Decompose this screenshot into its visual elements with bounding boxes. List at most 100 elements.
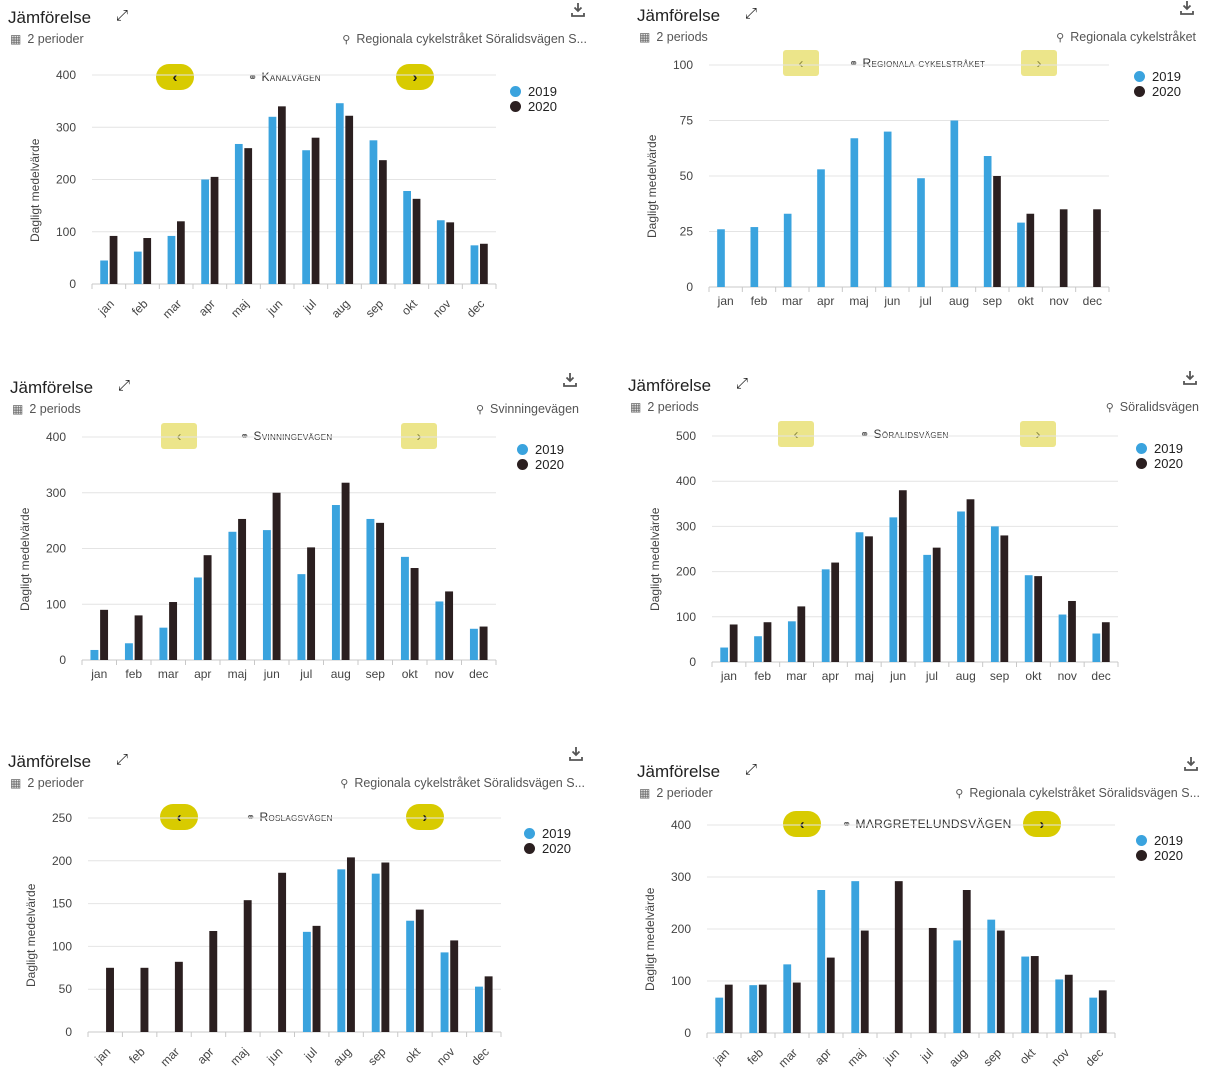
next-station-button[interactable]: › <box>1023 811 1061 837</box>
y-tick-label: 100 <box>671 974 691 988</box>
download-icon[interactable] <box>1183 370 1197 386</box>
next-station-button[interactable]: › <box>406 804 444 830</box>
x-tick-label: dec <box>1083 294 1102 308</box>
expand-icon[interactable]: ⤢ <box>745 5 758 22</box>
download-icon[interactable] <box>563 372 577 388</box>
legend-item[interactable]: 2020 <box>524 841 571 856</box>
location-filter[interactable]: ⚲ Svinningevägen <box>476 402 579 416</box>
prev-station-button[interactable]: ‹ <box>161 423 197 449</box>
download-icon[interactable] <box>569 746 583 762</box>
prev-station-button[interactable]: ‹ <box>783 50 819 76</box>
bar-2019-mar <box>783 213 792 287</box>
bar-2019-mar <box>167 235 176 284</box>
x-tick-label: jun <box>889 669 906 683</box>
legend-label: 2020 <box>1154 848 1183 863</box>
chart-panel: Jämförelse ⤢ ▦ 2 periods ⚲ Söralidsvägen ‹ › ⚭ Sö… <box>628 371 1205 686</box>
legend-item[interactable]: 2019 <box>1136 441 1183 456</box>
bar-2019-nov <box>436 220 445 284</box>
bar-2020-dec <box>1093 209 1101 287</box>
bar-2020-aug <box>962 890 971 1033</box>
bar-2019-okt <box>1017 222 1025 287</box>
next-station-button[interactable]: › <box>1020 421 1056 447</box>
bar-2020-apr <box>209 930 218 1032</box>
x-tick-label: jul <box>917 1046 936 1065</box>
panel-title: Jämförelse <box>637 762 721 781</box>
bar-2020-okt <box>412 198 421 284</box>
prev-station-button[interactable]: ‹ <box>783 811 821 837</box>
bar-2020-jun <box>898 490 907 662</box>
x-tick-label: sep <box>981 1045 1005 1069</box>
x-tick-label: sep <box>983 294 1003 308</box>
bar-2020-mar <box>797 606 806 662</box>
legend-item[interactable]: 2019 <box>1134 69 1181 84</box>
bar-2019-aug <box>950 120 959 287</box>
legend-item[interactable]: 2019 <box>1136 833 1183 848</box>
bar-2019-mar <box>783 964 792 1033</box>
bar-2020-nov <box>450 940 459 1032</box>
expand-icon[interactable]: ⤢ <box>736 375 749 392</box>
bar-2019-mar <box>787 621 796 662</box>
bar-2020-okt <box>1034 576 1043 662</box>
legend-item[interactable]: 2020 <box>1136 456 1183 471</box>
bar-chart: 0 100 200 300 400 jan feb mar apr maj jun jul aug sep… <box>56 68 497 321</box>
chart-panel: Jämförelse ⤢ ▦ 2 periods ⚲ Svinningevägen ‹ › ⚭ S… <box>10 373 585 688</box>
bar-chart: 0 100 200 300 400 500 jan feb mar apr maj jun jul aug… <box>676 429 1119 683</box>
x-tick-label: mar <box>158 1045 183 1070</box>
legend-label: 2019 <box>1152 69 1181 84</box>
legend-item[interactable]: 2020 <box>1134 84 1181 99</box>
legend-item[interactable]: 2019 <box>524 826 571 841</box>
x-tick-label: apr <box>812 1046 834 1068</box>
legend-item[interactable]: 2020 <box>517 457 564 472</box>
location-filter[interactable]: ⚲ Regionala cykelstråket <box>1056 30 1196 44</box>
legend-label: 2019 <box>1154 441 1183 456</box>
location-filter[interactable]: ⚲ Regionala cykelstråket Söralidsvägen S.… <box>955 786 1200 800</box>
bar-2019-apr <box>817 890 826 1033</box>
legend-item[interactable]: 2019 <box>517 442 564 457</box>
y-tick-label: 150 <box>52 897 72 911</box>
x-tick-label: dec <box>464 297 488 321</box>
chevron-right-icon: › <box>416 427 422 445</box>
location-filter[interactable]: ⚲ Regionala cykelstråket Söralidsvägen S.… <box>340 776 585 790</box>
x-tick-label: jan <box>95 297 117 319</box>
bar-2019-jan <box>100 260 108 284</box>
periods-text: 2 perioder <box>27 776 84 790</box>
expand-icon[interactable]: ⤢ <box>116 751 129 768</box>
location-filter[interactable]: ⚲ Söralidsvägen <box>1106 400 1199 414</box>
bar-2020-aug <box>345 115 354 284</box>
download-icon[interactable] <box>1180 0 1194 16</box>
bar-2020-sep <box>376 522 385 660</box>
calendar-icon: ▦ <box>639 30 651 44</box>
bar-2020-maj <box>243 900 252 1032</box>
station-label: Söralidsvägen <box>873 427 949 441</box>
legend-item[interactable]: 2020 <box>1136 848 1183 863</box>
bar-2019-aug <box>337 869 346 1032</box>
chevron-right-icon: › <box>1035 425 1041 443</box>
prev-station-button[interactable]: ‹ <box>156 64 194 90</box>
y-tick-label: 400 <box>46 430 66 444</box>
bar-2020-jun <box>278 106 286 284</box>
bar-2019-jan <box>90 649 99 660</box>
download-icon[interactable] <box>1184 756 1198 772</box>
next-station-button[interactable]: › <box>396 64 434 90</box>
bar-2019-apr <box>193 577 202 660</box>
legend-swatch <box>524 828 535 839</box>
bar-2019-nov <box>440 952 449 1032</box>
bar-2020-feb <box>758 984 767 1033</box>
location-filter[interactable]: ⚲ Regionala cykelstråket Söralidsvägen S.… <box>342 32 587 46</box>
legend: 2019 2020 <box>524 826 571 856</box>
x-tick-label: nov <box>1049 294 1068 308</box>
prev-station-button[interactable]: ‹ <box>778 421 814 447</box>
next-station-button[interactable]: › <box>1021 50 1057 76</box>
x-tick-label: jun <box>263 1045 285 1067</box>
legend-item[interactable]: 2019 <box>510 84 557 99</box>
expand-icon[interactable]: ⤢ <box>745 761 758 778</box>
legend-item[interactable]: 2020 <box>510 99 557 114</box>
expand-icon[interactable]: ⤢ <box>118 377 131 394</box>
expand-icon[interactable]: ⤢ <box>116 7 129 24</box>
prev-station-button[interactable]: ‹ <box>160 804 198 830</box>
legend-label: 2019 <box>1154 833 1183 848</box>
next-station-button[interactable]: › <box>401 423 437 449</box>
download-icon[interactable] <box>571 2 585 18</box>
legend: 2019 2020 <box>1134 69 1181 99</box>
x-tick-label: feb <box>744 1045 766 1067</box>
